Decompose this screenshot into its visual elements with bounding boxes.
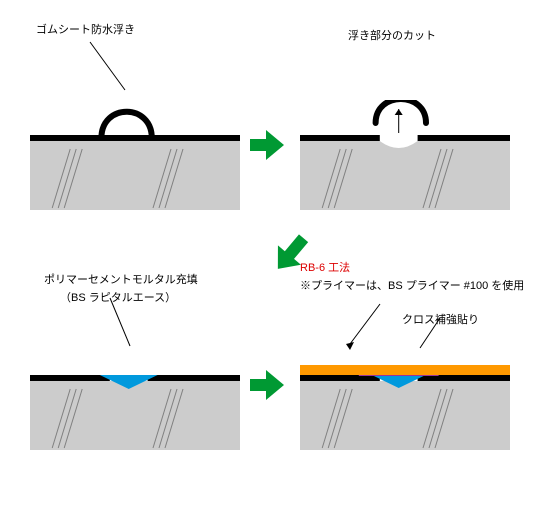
step3_line1: ポリマーセメントモルタル充填 [44,272,198,289]
step4_title: RB-6 工法 [300,260,350,277]
step4_note: ※プライマーは、BS プライマー #100 を使用 [300,278,524,295]
arrow-right [250,130,284,160]
step3_line2: （BS ラピタルエース） [60,290,176,307]
panel-step2 [300,100,510,210]
step1: ゴムシート防水浮き [36,22,135,39]
pointer-step1 [60,30,160,110]
arrow-right [250,370,284,400]
panel-step1 [30,100,240,210]
step4_sublabel: クロス補強貼り [402,312,479,329]
step2: 浮き部分のカット [348,28,436,45]
